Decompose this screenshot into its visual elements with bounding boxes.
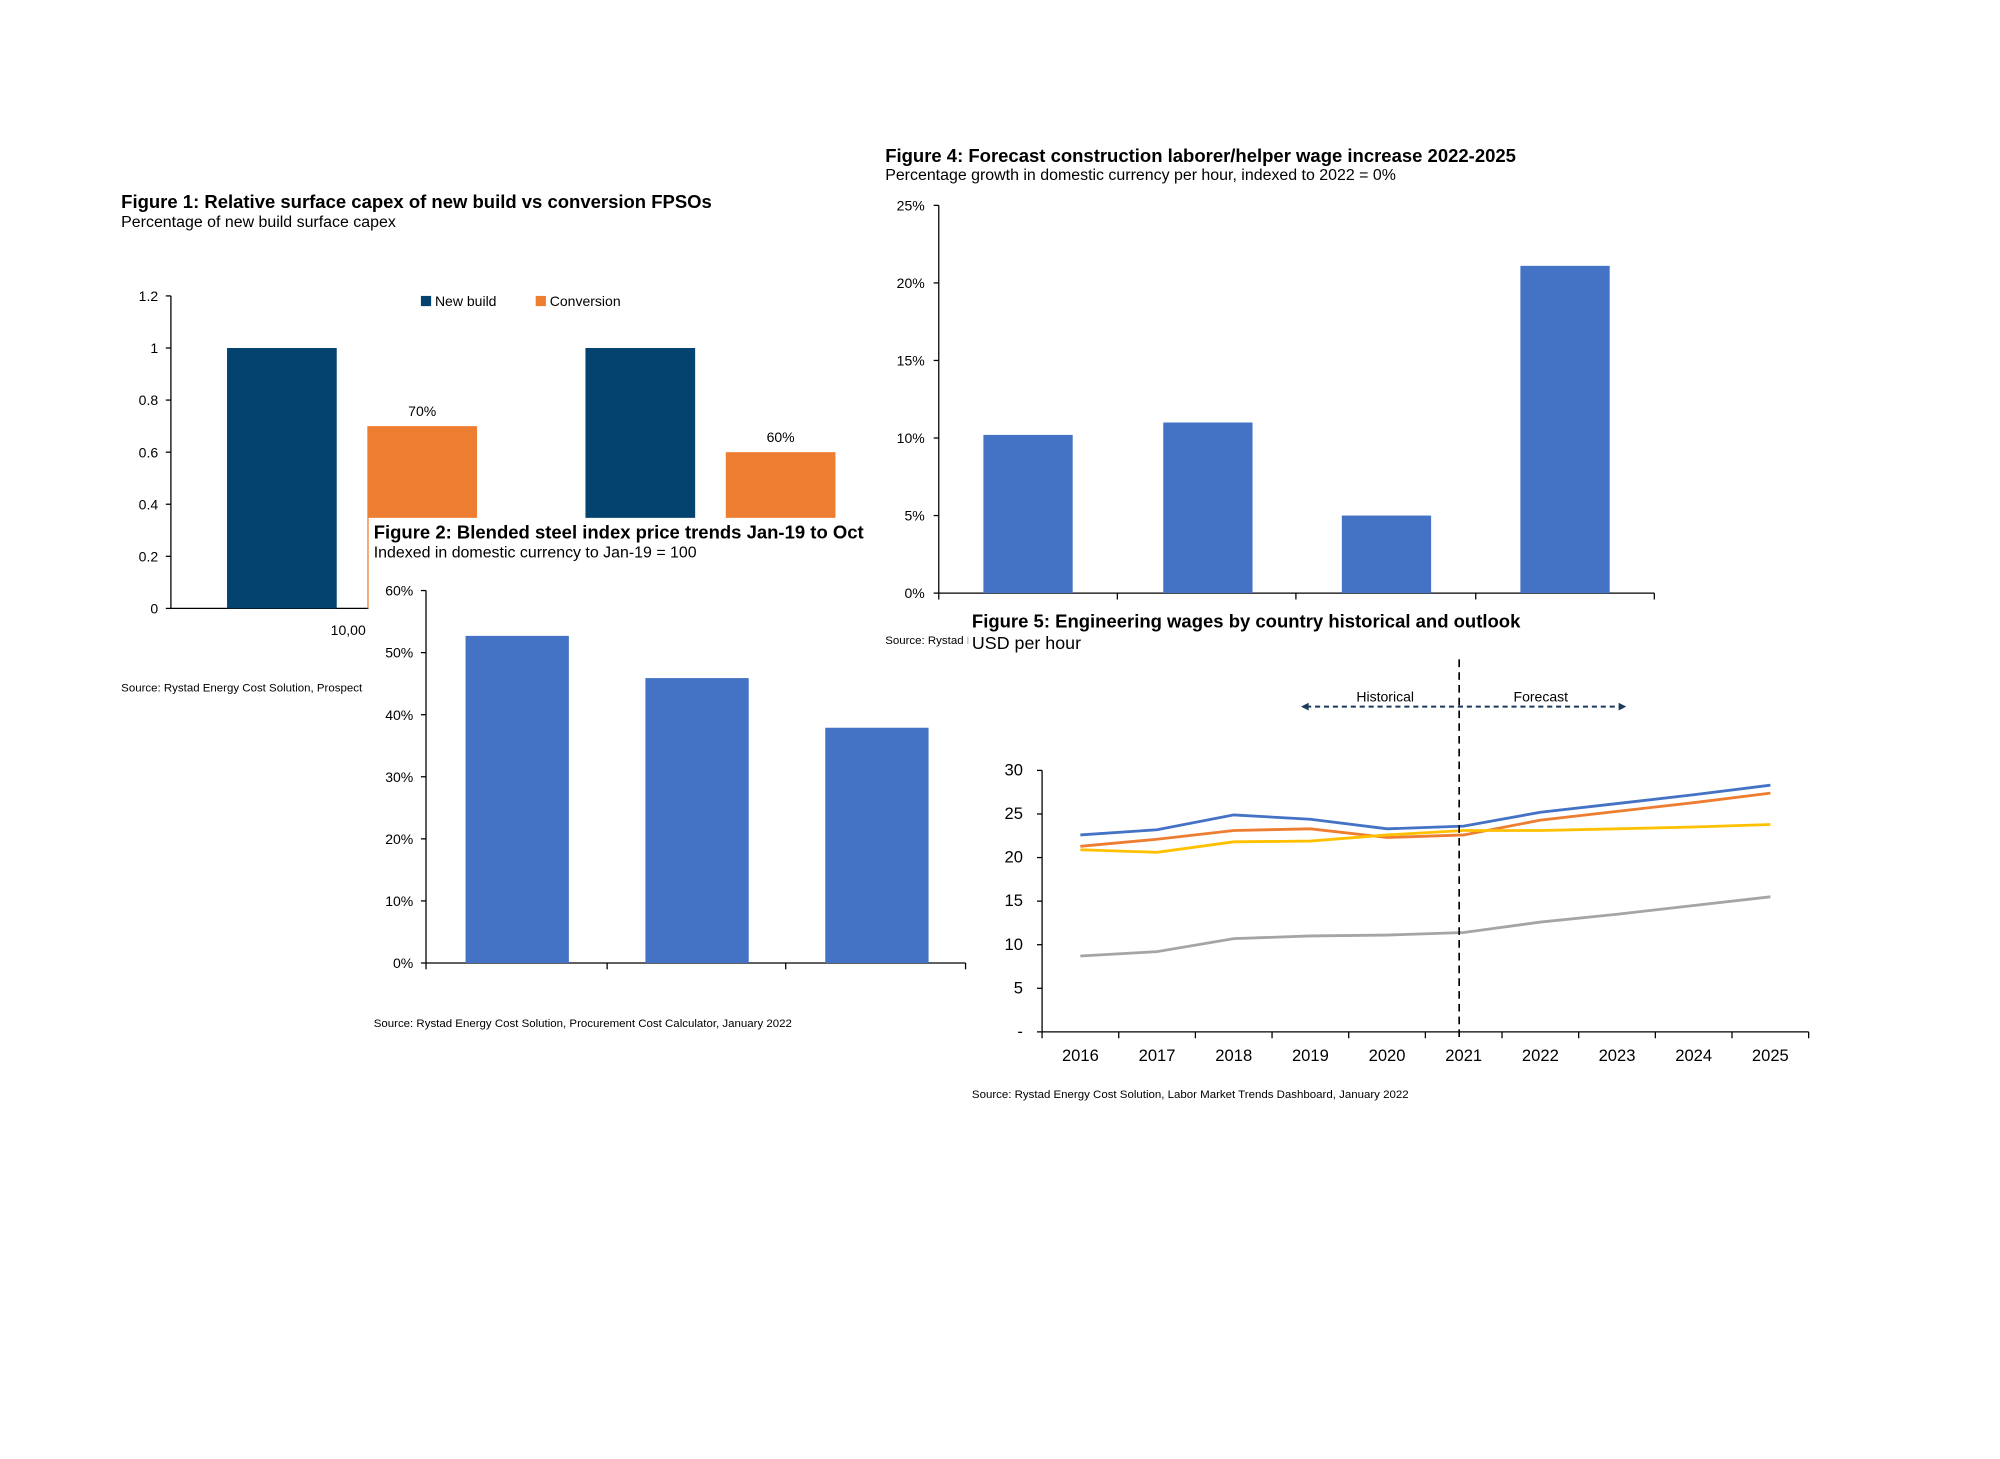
figure-2-y-tick-label: 10% (385, 893, 413, 909)
figure-2-source: Source: Rystad Energy Cost Solution, Pro… (374, 1018, 792, 1030)
figure-5-series-line (1080, 791, 1771, 848)
legend-swatch-new-build (420, 295, 432, 307)
figure-2-subtitle: Indexed in domestic currency to Jan-19 =… (374, 544, 697, 561)
figure-4-y-tick-label: 15% (897, 353, 925, 369)
figure-4-title: Figure 4: Forecast construction laborer/… (885, 145, 1516, 166)
figure-1-data-label: 70% (408, 403, 436, 419)
figure-1-y-tick-label: 0.8 (139, 392, 159, 408)
figure-2-y-tick-label: 30% (385, 769, 413, 785)
figure-5-y-tick-label: 10 (1004, 935, 1022, 954)
forecast-label: Forecast (1514, 689, 1569, 705)
figure-5-y-tick-label: 30 (1004, 761, 1022, 780)
figure-2-bar (825, 727, 929, 964)
figure-4-bar (1341, 515, 1432, 594)
figure-5-x-tick-label: 2019 (1292, 1046, 1329, 1065)
figure-1-y-tick-label: 1.2 (139, 288, 159, 304)
figure-5-x-tick-label: 2022 (1522, 1046, 1559, 1065)
figure-5-y-tick-label: 25 (1004, 804, 1022, 823)
figure-2: Figure 2: Blended steel index price tren… (368, 517, 969, 1044)
figure-5-series-line (1080, 823, 1771, 854)
figure-2-y-tick-label: 40% (385, 707, 413, 723)
figure-1-x-tick-label: 10,00 (331, 622, 366, 638)
figure-5-x-tick-label: 2023 (1599, 1046, 1636, 1065)
figure-4-y-tick-label: 0% (904, 585, 924, 601)
figure-4-y-tick-label: 10% (897, 430, 925, 446)
figure-5-x-tick-label: 2016 (1062, 1046, 1099, 1065)
figure-5-background (968, 608, 1836, 1113)
figure-5-y-tick-label: 5 (1014, 978, 1023, 997)
arrow-left-icon (1301, 702, 1309, 711)
figure-4-bar (1163, 422, 1253, 594)
figure-5-y-tick-label: 15 (1004, 891, 1022, 910)
figure-2-title: Figure 2: Blended steel index price tren… (374, 521, 864, 542)
figure-2-bar (645, 678, 749, 964)
legend-label-new-build: New build (435, 293, 497, 309)
figure-1-y-tick-label: 0 (150, 601, 158, 617)
figure-4-y-tick-label: 5% (904, 508, 924, 524)
figure-1-title: Figure 1: Relative surface capex of new … (121, 191, 712, 212)
figure-4: Figure 4: Forecast construction laborer/… (877, 137, 1669, 655)
figure-5-series-line (1080, 895, 1771, 958)
figure-1-data-label: 60% (767, 429, 795, 445)
figure-5-subtitle: USD per hour (972, 633, 1081, 653)
figure-5-source: Source: Rystad Energy Cost Solution, Lab… (972, 1089, 1409, 1101)
arrow-right-icon (1618, 702, 1627, 711)
figure-4-source: Source: Rystad I (885, 635, 970, 647)
figure-5-x-tick-label: 2018 (1215, 1046, 1252, 1065)
figure-4-bar (1520, 265, 1610, 594)
figure-2-y-tick-label: 20% (385, 831, 413, 847)
figure-4-y-tick-label: 25% (897, 197, 925, 213)
figure-5-x-tick-label: 2025 (1752, 1046, 1789, 1065)
figure-5-y-tick-label: - (1017, 1022, 1023, 1041)
figure-1-y-tick-label: 1 (150, 340, 158, 356)
legend-swatch-conversion (535, 295, 546, 307)
figure-4-y-tick-label: 20% (897, 275, 925, 291)
legend-label-conversion: Conversion (550, 293, 621, 309)
figure-5-series-line (1080, 783, 1771, 837)
figure-1-y-tick-label: 0.6 (139, 444, 159, 460)
figure-5-title: Figure 5: Engineering wages by country h… (972, 611, 1521, 632)
figure-5: Figure 5: Engineering wages by country h… (968, 608, 1836, 1113)
figure-5-x-tick-label: 2024 (1675, 1046, 1712, 1065)
figure-2-y-tick-label: 0% (393, 955, 413, 971)
figure-2-y-tick-label: 50% (385, 645, 413, 661)
figure-1-y-tick-label: 0.2 (139, 548, 159, 564)
figure-5-y-tick-label: 20 (1004, 848, 1022, 867)
figure-5-x-tick-label: 2021 (1445, 1046, 1482, 1065)
figure-4-subtitle: Percentage growth in domestic currency p… (885, 167, 1396, 184)
figure-4-bar (983, 434, 1073, 594)
historical-label: Historical (1356, 689, 1414, 705)
figure-1-y-tick-label: 0.4 (139, 496, 159, 512)
figure-1-bar-new-build (227, 347, 337, 609)
figure-5-x-tick-label: 2017 (1139, 1046, 1176, 1065)
figure-2-y-tick-label: 60% (385, 583, 413, 599)
figure-1-subtitle: Percentage of new build surface capex (121, 214, 396, 231)
figure-5-x-tick-label: 2020 (1369, 1046, 1406, 1065)
figure-1-source: Source: Rystad Energy Cost Solution, Pro… (121, 682, 363, 694)
figure-2-bar (465, 635, 569, 964)
